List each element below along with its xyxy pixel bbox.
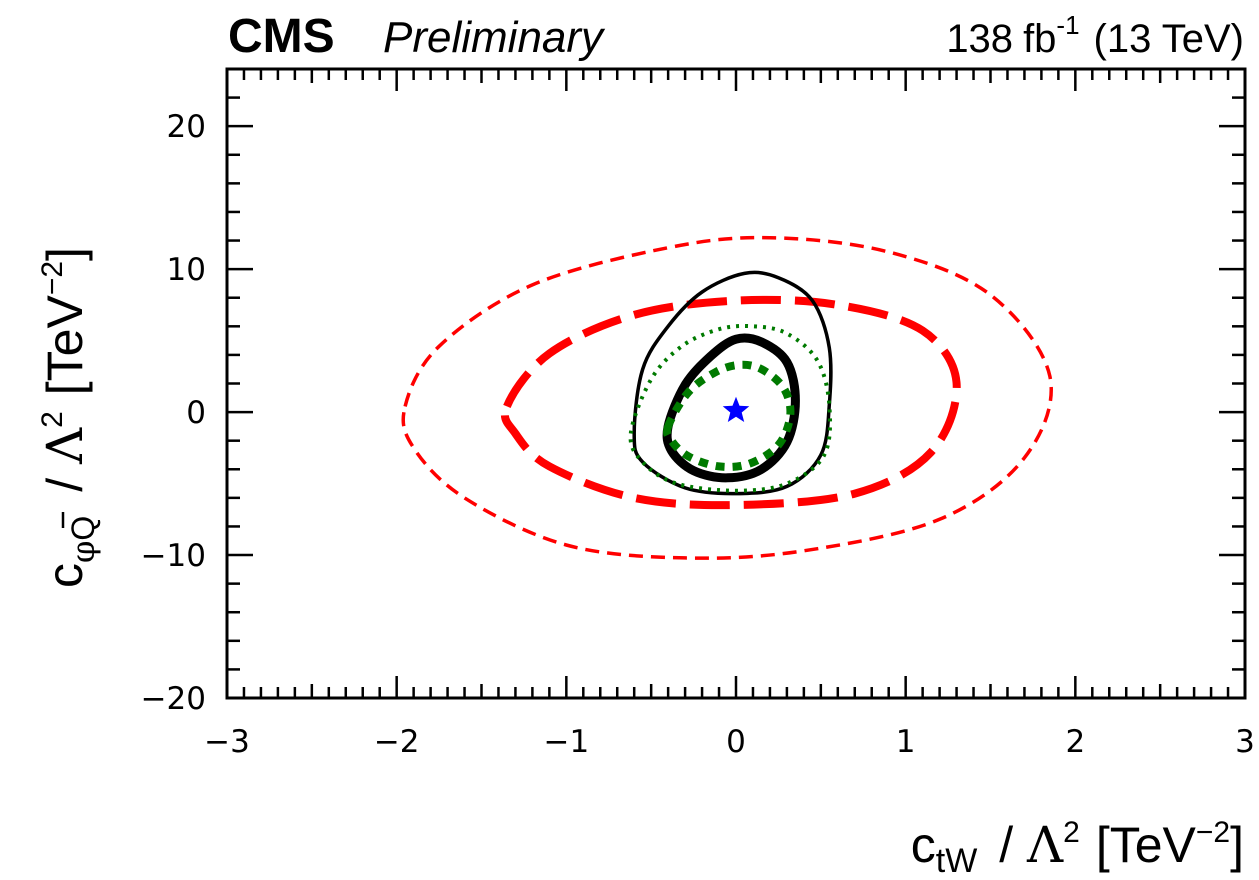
contour-black-thin-solid [632,270,833,496]
contour-red-thin-dashed [401,235,1053,560]
x-lambda: Λ [1026,816,1064,874]
y-unit-exponent: −2 [36,261,69,295]
lumi-exponent: -1 [1056,10,1079,40]
y-tick-label: −20 [141,681,206,717]
experiment-label: CMS [228,10,335,63]
y-lambda: Λ [36,427,94,465]
x-var-base: c [911,817,936,873]
lumi-label: 138 fb-1 (13 TeV) [946,10,1244,61]
x-var-subscript: tW [936,842,978,880]
y-unit-suffix: ] [37,247,93,261]
energy-label: (13 TeV) [1094,17,1244,61]
x-tick-label: 1 [896,724,916,760]
y-axis-ticks [227,67,1245,700]
x-axis-ticks [225,69,1247,698]
contour-green-thick-dotted [662,360,795,471]
y-lambda-power: 2 [36,411,69,428]
x-tick-label: −3 [204,724,250,760]
y-tick-label: 20 [167,109,206,145]
contour-black-thick-solid [662,333,800,483]
x-tick-label: 0 [726,724,746,760]
y-tick-label: 0 [186,395,206,431]
status-label: Preliminary [383,13,606,62]
plot-frame [225,67,1247,700]
x-axis-title: ctW / Λ2 [TeV−2] [911,816,1244,880]
y-var-base: c [37,563,93,588]
y-var-phi: φ [64,541,102,563]
y-tick-label: −10 [141,538,206,574]
x-tick-label: 2 [1065,724,1085,760]
x-axis-tick-labels: −3 −2 −1 0 1 2 3 [204,724,1255,760]
x-tick-label: −2 [374,724,420,760]
y-tick-label: 10 [167,252,206,288]
y-axis-tick-labels: −20 −10 0 10 20 [141,109,206,717]
x-unit-prefix: [TeV [1096,817,1197,873]
x-lambda-power: 2 [1063,816,1080,849]
contour-lines [401,235,1053,560]
x-tick-label: −1 [543,724,589,760]
x-tick-label: 3 [1235,724,1255,760]
y-var-subscript: Q [65,516,101,541]
x-unit-suffix: ] [1230,817,1244,873]
x-unit-exponent: −2 [1196,816,1230,849]
y-unit-prefix: [TeV [37,295,93,396]
contour-red-thick-dashed [500,295,961,510]
best-fit-star-marker [722,396,750,422]
lumi-value: 138 [946,17,1013,61]
lumi-unit: fb [1023,17,1056,61]
y-axis-title: cφQ / Λ2[TeV−2] [36,247,102,588]
